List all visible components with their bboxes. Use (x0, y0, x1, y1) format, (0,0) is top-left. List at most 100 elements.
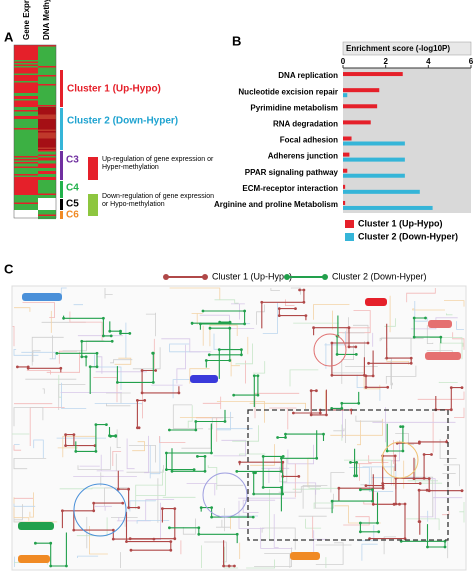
heatmap-cell (38, 189, 56, 191)
heatmap-cell (14, 177, 38, 179)
heatmap-cell (14, 116, 38, 118)
pathway-line (208, 417, 234, 430)
heatmap-cell (14, 168, 38, 170)
bar (343, 157, 405, 162)
pathway-line (368, 455, 389, 463)
pathway-line (313, 327, 356, 348)
pathway-line (379, 337, 424, 342)
heatmap-cell (38, 64, 56, 67)
pathway-line (386, 423, 404, 452)
heatmap-cell (14, 82, 38, 85)
heatmap-cell (14, 49, 38, 52)
pathway-line (330, 418, 383, 436)
heatmap-cell (14, 180, 38, 182)
pathway-line (159, 436, 186, 443)
cycle (202, 472, 248, 518)
pathway-line (132, 441, 145, 452)
pathway-line (452, 332, 465, 350)
heatmap-cell (38, 63, 56, 65)
heatmap-cell (38, 79, 56, 82)
pathway-line (12, 326, 15, 347)
heatmap-cell (38, 201, 56, 203)
pathway-line (14, 504, 23, 521)
heatmap-cell (38, 151, 56, 154)
heatmap-cell (38, 214, 56, 217)
pathway-line (13, 503, 36, 507)
legend-swatch (345, 220, 354, 228)
heatmap-cell (38, 72, 56, 74)
heatmap-cell (14, 123, 38, 126)
pathway-line (14, 556, 15, 567)
heatmap-cell (14, 134, 38, 136)
heatmap-cell (14, 165, 38, 167)
heatmap-cell (14, 110, 38, 112)
heatmap-cell (14, 128, 38, 130)
panel-label: B (232, 33, 241, 48)
pathway-line (73, 510, 154, 540)
heatmap-cell (14, 181, 38, 184)
pathway-line (331, 489, 374, 514)
heatmap-cell (38, 211, 56, 214)
pathway-line (214, 299, 239, 304)
pathway-line (75, 424, 107, 452)
heatmap-cell (14, 140, 38, 142)
pathway-line (287, 444, 314, 465)
pathway-line (13, 444, 22, 451)
heatmap-cell (14, 208, 38, 211)
heatmap-cell (38, 202, 56, 205)
heatmap-cell (14, 162, 38, 164)
pathway-line (344, 459, 392, 482)
pathway-line (169, 527, 238, 544)
heatmap-cell (14, 107, 38, 109)
heatmap-cell (14, 157, 38, 160)
heatmap-cell (14, 211, 38, 214)
legend-text: Up-regulation of gene expression or Hype… (102, 156, 214, 171)
heatmap-cell (14, 108, 38, 111)
y-tick-label: DNA replication (278, 71, 338, 80)
heatmap-cell (38, 129, 56, 132)
bar (343, 189, 420, 194)
heatmap-cell (14, 178, 38, 181)
pathway-line (150, 436, 161, 475)
bar (343, 88, 380, 93)
cycle (381, 441, 419, 479)
heatmap-cell (38, 134, 56, 136)
heatmap-cell (14, 201, 38, 203)
pathway-line (199, 310, 246, 330)
pathway-line (165, 423, 212, 471)
heatmap-cell (38, 114, 56, 117)
legend-dot (163, 274, 169, 280)
heatmap-cell (14, 119, 38, 121)
pathway-line (357, 420, 361, 446)
pathway-line (264, 553, 291, 568)
pathway-line (261, 467, 290, 484)
pathway-line (446, 313, 453, 316)
pathway-line (126, 438, 135, 470)
heatmap-cell (38, 138, 56, 141)
pathway-line (202, 396, 222, 410)
heatmap-cell (38, 117, 56, 120)
bar (343, 168, 348, 173)
pathway-line (114, 357, 132, 365)
pathway-line (331, 391, 360, 409)
heatmap-cell (14, 46, 38, 49)
heatmap-cell (14, 143, 38, 145)
heatmap-cell (14, 154, 38, 157)
pathway-line (94, 354, 122, 390)
heatmap-cell (38, 184, 56, 187)
pathway-line (238, 500, 265, 529)
pathway-line (439, 342, 464, 356)
heatmap-cell (14, 151, 38, 154)
heatmap-cell (38, 93, 56, 95)
bar (343, 173, 405, 178)
heatmap-cell (14, 76, 38, 79)
heatmap-cell (38, 67, 56, 70)
pathway-line (116, 429, 121, 448)
heatmap-cell (38, 207, 56, 209)
pathway-line (239, 461, 299, 477)
heatmap-cell (14, 199, 38, 202)
pathway-node (128, 332, 132, 335)
pathway-line (361, 543, 378, 561)
heatmap-cell (14, 91, 38, 94)
heatmap-cell (38, 150, 56, 152)
